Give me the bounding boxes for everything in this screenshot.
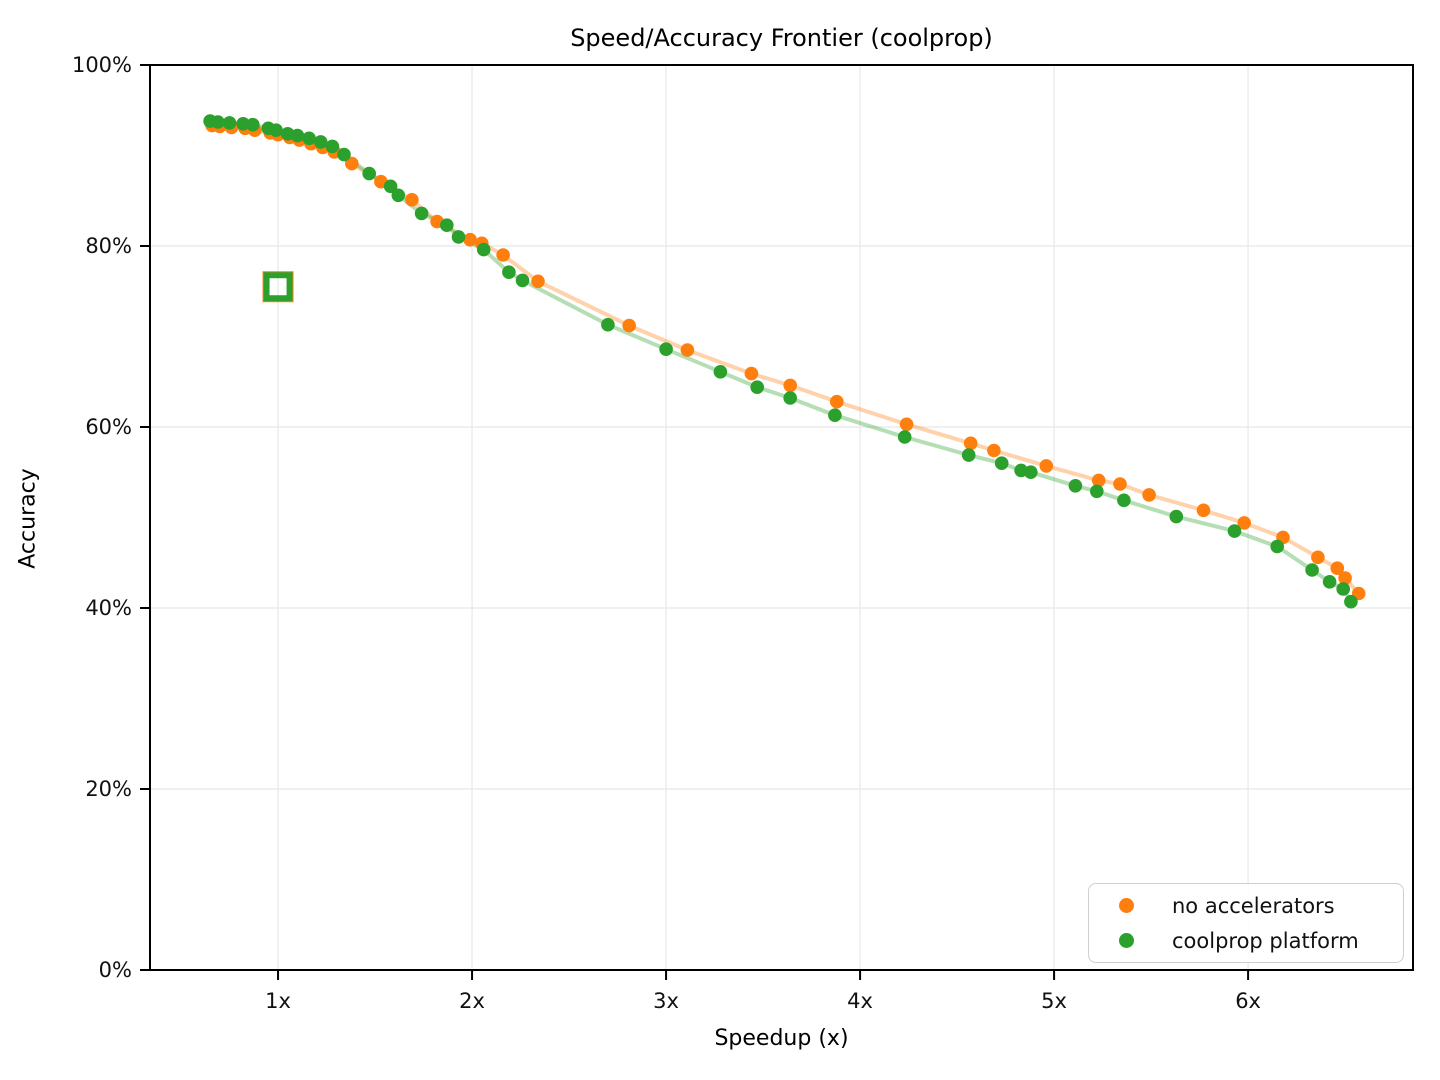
plot-border <box>149 64 1414 971</box>
data-point <box>1270 539 1284 554</box>
y-tick-label: 60% <box>85 415 132 439</box>
data-point <box>1039 459 1054 473</box>
data-point <box>1336 582 1350 596</box>
data-point <box>383 179 398 194</box>
data-point <box>1227 524 1242 538</box>
data-point <box>680 343 695 357</box>
data-point <box>994 456 1009 471</box>
data-point <box>502 265 516 280</box>
data-point <box>783 378 797 393</box>
data-point <box>987 443 1001 458</box>
y-tick-label: 80% <box>85 234 132 258</box>
data-point <box>325 139 340 154</box>
data-point <box>897 430 912 444</box>
data-point <box>1024 465 1038 480</box>
x-tick-label: 3x <box>653 989 679 1013</box>
legend-item: coolprop platform <box>1089 923 1403 958</box>
data-point <box>362 166 377 181</box>
legend-item: no accelerators <box>1089 888 1403 923</box>
y-axis-label: Accuracy <box>15 468 41 569</box>
baseline-square-marker <box>263 272 293 302</box>
data-point <box>622 318 636 333</box>
data-point <box>440 218 454 232</box>
data-point <box>1142 488 1156 502</box>
data-point <box>828 408 842 423</box>
data-point <box>1196 503 1211 518</box>
data-point <box>750 380 764 395</box>
data-point <box>899 417 914 432</box>
data-point <box>1237 516 1251 530</box>
circle-marker-icon <box>1119 898 1134 913</box>
legend-item-label: coolprop platform <box>1172 928 1359 953</box>
data-point <box>744 366 759 381</box>
data-point <box>531 274 545 289</box>
series-line <box>210 123 1361 596</box>
data-point <box>451 230 466 244</box>
data-point <box>961 448 976 462</box>
data-point <box>783 391 797 405</box>
y-tick-label: 100% <box>72 53 132 77</box>
chart-title: Speed/Accuracy Frontier (coolprop) <box>570 24 993 52</box>
data-point <box>601 317 615 332</box>
data-point <box>830 394 844 409</box>
data-point <box>1305 563 1319 577</box>
data-point <box>496 248 510 262</box>
x-tick-label: 1x <box>265 989 291 1013</box>
y-tick-label: 0% <box>99 958 132 982</box>
data-point <box>222 116 237 130</box>
data-point <box>1091 473 1106 488</box>
data-point <box>963 436 978 451</box>
y-tick-label: 40% <box>85 596 132 620</box>
data-point <box>1068 479 1083 493</box>
data-point <box>1330 561 1345 575</box>
data-point <box>476 242 491 257</box>
data-point <box>302 131 316 146</box>
x-tick-label: 4x <box>847 989 873 1013</box>
y-tick-label: 20% <box>85 777 132 801</box>
legend-item-label: no accelerators <box>1172 893 1335 918</box>
data-point <box>1117 493 1131 508</box>
data-point <box>1113 477 1127 491</box>
data-point <box>211 115 225 129</box>
data-point <box>246 117 260 132</box>
data-point <box>313 135 328 149</box>
x-tick-label: 5x <box>1041 989 1067 1013</box>
x-axis-label: Speedup (x) <box>714 1026 849 1051</box>
data-point <box>414 206 429 221</box>
data-point <box>290 128 305 143</box>
data-point <box>1090 484 1104 499</box>
data-point <box>713 365 728 379</box>
data-point <box>337 147 351 162</box>
data-point <box>405 193 419 207</box>
data-point <box>1311 550 1325 565</box>
data-point <box>463 232 477 247</box>
data-point <box>1338 571 1352 585</box>
data-point <box>1344 594 1358 609</box>
data-point <box>391 188 406 203</box>
data-point <box>1322 575 1337 589</box>
data-point <box>659 342 673 357</box>
x-tick-label: 2x <box>459 989 485 1013</box>
data-point <box>345 156 359 171</box>
series-line <box>208 119 1353 604</box>
legend: no accelerators coolprop platform <box>1088 883 1404 963</box>
circle-marker-icon <box>1119 933 1134 948</box>
x-tick-label: 6x <box>1235 989 1261 1013</box>
data-point <box>515 273 530 288</box>
data-point <box>1169 509 1184 524</box>
data-point <box>269 123 283 137</box>
